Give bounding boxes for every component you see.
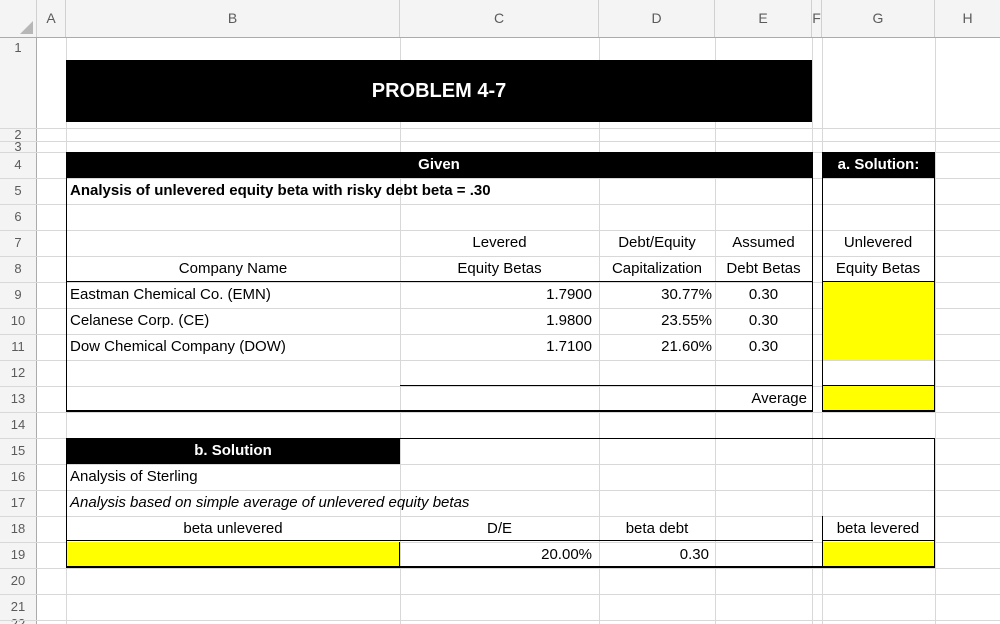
- section-b-header-underline: [66, 540, 813, 541]
- cell-header-beta-levered[interactable]: beta levered: [836, 520, 920, 537]
- cell-assumed-debt-beta-3[interactable]: 0.30: [748, 338, 779, 355]
- cell-header-debt-betas[interactable]: Debt Betas: [726, 260, 801, 277]
- cell-header-beta-unlevered[interactable]: beta unlevered: [183, 520, 283, 537]
- section-b-border-right: [934, 438, 935, 568]
- solution-b-banner[interactable]: b. Solution: [66, 438, 400, 464]
- cell-header-beta-debt[interactable]: beta debt: [625, 520, 689, 537]
- given-border-right: [812, 152, 813, 412]
- col-header-C[interactable]: C: [400, 0, 599, 37]
- given-banner[interactable]: Given: [66, 152, 812, 178]
- section-b-header-underline-g: [822, 540, 934, 541]
- title-banner[interactable]: PROBLEM 4-7: [66, 60, 812, 122]
- cell-header-de[interactable]: D/E: [486, 520, 512, 537]
- col-header-E[interactable]: E: [715, 0, 812, 37]
- cell-header-equity-betas[interactable]: Equity Betas: [457, 260, 542, 277]
- cell-unlevered-betas-highlight[interactable]: [823, 282, 934, 360]
- beta-levered-border-left: [822, 516, 823, 568]
- cell-header-levered[interactable]: Levered: [472, 234, 527, 251]
- cell-beta-levered-highlight[interactable]: [823, 542, 934, 566]
- cell-debt-equity-cap-2[interactable]: 23.55%: [661, 312, 712, 329]
- section-b-border-left: [66, 438, 67, 568]
- col-header-D[interactable]: D: [599, 0, 715, 37]
- cell-header-unlevered-equity-betas[interactable]: Equity Betas: [835, 260, 921, 277]
- col-header-B[interactable]: B: [66, 0, 400, 37]
- given-border-bottom: [66, 410, 813, 412]
- cell-header-assumed[interactable]: Assumed: [732, 234, 795, 251]
- solution-a-border-bottom: [822, 410, 935, 412]
- cell-debt-equity-cap-1[interactable]: 30.77%: [661, 286, 712, 303]
- col-header-H[interactable]: H: [962, 10, 973, 26]
- cell-b-line2[interactable]: Analysis based on simple average of unle…: [70, 494, 470, 511]
- cell-debt-equity-cap-3[interactable]: 21.60%: [661, 338, 712, 355]
- cell-levered-beta-2[interactable]: 1.9800: [546, 312, 592, 329]
- given-border-left: [66, 152, 67, 412]
- cell-assumed-debt-beta-2[interactable]: 0.30: [748, 312, 779, 329]
- section-b-border-top: [400, 438, 935, 439]
- cell-beta-debt-value[interactable]: 0.30: [679, 546, 709, 563]
- column-header-strip: A B C D E F G H: [0, 0, 1000, 38]
- section-b-border-bottom: [66, 566, 935, 568]
- beta-unlevered-cell-border-right: [399, 542, 400, 568]
- col-header-A[interactable]: A: [37, 0, 66, 37]
- average-cell-topline: [822, 385, 935, 386]
- cell-average-label[interactable]: Average: [751, 390, 807, 407]
- average-row-topline: [400, 385, 813, 386]
- cell-b-line1[interactable]: Analysis of Sterling: [70, 468, 198, 485]
- cell-company-2[interactable]: Celanese Corp. (CE): [70, 312, 210, 329]
- cell-company-3[interactable]: Dow Chemical Company (DOW): [70, 338, 286, 355]
- cell-subtitle[interactable]: Analysis of unlevered equity beta with r…: [70, 182, 491, 199]
- col-header-G[interactable]: G: [822, 0, 935, 37]
- cell-levered-beta-3[interactable]: 1.7100: [546, 338, 592, 355]
- cell-levered-beta-1[interactable]: 1.7900: [546, 286, 592, 303]
- cell-header-capitalization[interactable]: Capitalization: [611, 260, 703, 277]
- col-header-F[interactable]: F: [812, 0, 822, 37]
- cell-header-debt-equity[interactable]: Debt/Equity: [618, 234, 696, 251]
- cell-beta-unlevered-highlight[interactable]: [67, 542, 399, 566]
- solution-a-banner[interactable]: a. Solution:: [822, 152, 935, 178]
- cell-assumed-debt-beta-1[interactable]: 0.30: [748, 286, 779, 303]
- cell-company-1[interactable]: Eastman Chemical Co. (EMN): [70, 286, 271, 303]
- cell-header-unlevered[interactable]: Unlevered: [843, 234, 913, 251]
- select-all-corner[interactable]: [0, 0, 37, 37]
- cell-de-value[interactable]: 20.00%: [541, 546, 592, 563]
- solution-a-border-right: [934, 152, 935, 412]
- solution-a-border-left: [822, 152, 823, 412]
- cell-average-highlight[interactable]: [823, 386, 934, 410]
- header-row-underline: [66, 281, 813, 282]
- cell-header-company-name[interactable]: Company Name: [178, 260, 288, 277]
- select-all-triangle-icon: [20, 21, 33, 34]
- header-row-underline-g: [822, 281, 935, 282]
